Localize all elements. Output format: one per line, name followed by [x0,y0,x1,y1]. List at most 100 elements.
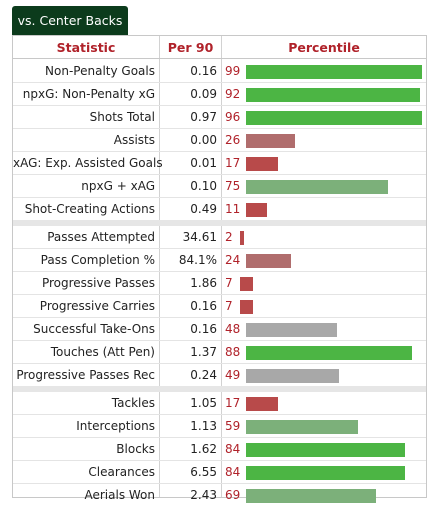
per90-value: 0.09 [190,87,217,101]
percentile-bar [246,443,405,457]
percentile-bar [246,489,376,503]
per90-value: 0.16 [190,64,217,78]
table-row: Touches (Att Pen) 1.37 88 [13,341,426,364]
stat-name: npxG: Non-Penalty xG [22,87,155,101]
percentile-value: 7 [225,276,233,290]
percentile-value: 99 [225,64,241,78]
stat-name: xAG: Exp. Assisted Goals [13,156,163,170]
percentile-bar [246,420,358,434]
percentile-value: 49 [225,368,241,382]
table-row: npxG: Non-Penalty xG 0.09 92 [13,83,426,106]
percentile-bar [246,369,339,383]
percentile-value: 17 [225,156,241,170]
tab-vs-center-backs[interactable]: vs. Center Backs [12,6,128,35]
stat-name: Successful Take-Ons [33,322,155,336]
table-row: Shot-Creating Actions 0.49 11 [13,198,426,221]
table-row: Interceptions 1.13 59 [13,415,426,438]
percentile-value: 92 [225,87,241,101]
percentile-bar [246,203,267,217]
per90-value: 0.24 [190,368,217,382]
percentile-table: Statistic Per 90 Percentile Non-Penalty … [12,35,427,503]
header-statistic[interactable]: Statistic [56,40,116,55]
per90-value: 0.10 [190,179,217,193]
stat-name: Shots Total [89,110,155,124]
stat-name: Non-Penalty Goals [45,64,155,78]
table-row: Progressive Passes 1.86 7 [13,272,426,295]
per90-value: 1.13 [190,419,217,433]
percentile-bar [246,397,278,411]
per90-value: 1.62 [190,442,217,456]
percentile-bar [246,323,337,337]
stat-name: Pass Completion % [40,253,155,267]
header-percentile[interactable]: Percentile [288,40,360,55]
table-row: Tackles 1.05 17 [13,392,426,415]
stat-name: Clearances [88,465,155,479]
per90-value: 0.16 [190,299,217,313]
per90-value: 0.16 [190,322,217,336]
table-row: xAG: Exp. Assisted Goals 0.01 17 [13,152,426,175]
stat-name: Passes Attempted [47,230,155,244]
percentile-value: 69 [225,488,241,502]
group-separator [13,220,426,226]
stat-name: npxG + xAG [81,179,155,193]
stat-name: Shot-Creating Actions [24,202,155,216]
percentile-value: 26 [225,133,241,147]
percentile-bar [240,277,253,291]
percentile-value: 24 [225,253,241,267]
percentile-bar [246,65,422,79]
percentile-bar [246,180,388,194]
stat-name: Aerials Won [84,488,155,502]
table-row: Pass Completion % 84.1% 24 [13,249,426,272]
percentile-bar [240,231,244,245]
column-divider [159,36,160,497]
stat-name: Progressive Passes Rec [16,368,155,382]
percentile-value: 2 [225,230,233,244]
percentile-bar [246,254,291,268]
table-row: Progressive Carries 0.16 7 [13,295,426,318]
table-row: Assists 0.00 26 [13,129,426,152]
percentile-bar [246,88,420,102]
per90-value: 1.86 [190,276,217,290]
table-row: Shots Total 0.97 96 [13,106,426,129]
percentile-value: 96 [225,110,241,124]
table-row: Blocks 1.62 84 [13,438,426,461]
table-row: Clearances 6.55 84 [13,461,426,484]
tab-label: vs. Center Backs [17,13,123,28]
header-per90[interactable]: Per 90 [167,40,214,55]
percentile-value: 75 [225,179,241,193]
percentile-bar [246,111,422,125]
table-row: Progressive Passes Rec 0.24 49 [13,364,426,387]
per90-value: 84.1% [178,253,217,267]
table-header: Statistic Per 90 Percentile [13,36,426,59]
percentile-value: 7 [225,299,233,313]
per90-value: 1.37 [190,345,217,359]
group-separator [13,386,426,392]
percentile-bar [240,300,253,314]
per90-value: 2.43 [190,488,217,502]
stat-name: Blocks [116,442,155,456]
per90-value: 34.61 [182,230,217,244]
table-row: npxG + xAG 0.10 75 [13,175,426,198]
table-row: Passes Attempted 34.61 2 [13,226,426,249]
stat-name: Tackles [111,396,155,410]
per90-value: 0.97 [190,110,217,124]
percentile-value: 84 [225,465,241,479]
stat-name: Progressive Carries [39,299,155,313]
percentile-bar [246,157,278,171]
stat-name: Touches (Att Pen) [50,345,155,359]
table-row: Aerials Won 2.43 69 [13,484,426,506]
table-row: Successful Take-Ons 0.16 48 [13,318,426,341]
per90-value: 0.01 [190,156,217,170]
percentile-value: 59 [225,419,241,433]
column-divider [221,36,222,497]
percentile-value: 17 [225,396,241,410]
percentile-bar [246,134,295,148]
percentile-value: 48 [225,322,241,336]
percentile-value: 84 [225,442,241,456]
per90-value: 0.00 [190,133,217,147]
per90-value: 6.55 [190,465,217,479]
percentile-value: 88 [225,345,241,359]
stat-name: Assists [113,133,155,147]
stat-name: Progressive Passes [41,276,155,290]
percentile-bar [246,346,412,360]
